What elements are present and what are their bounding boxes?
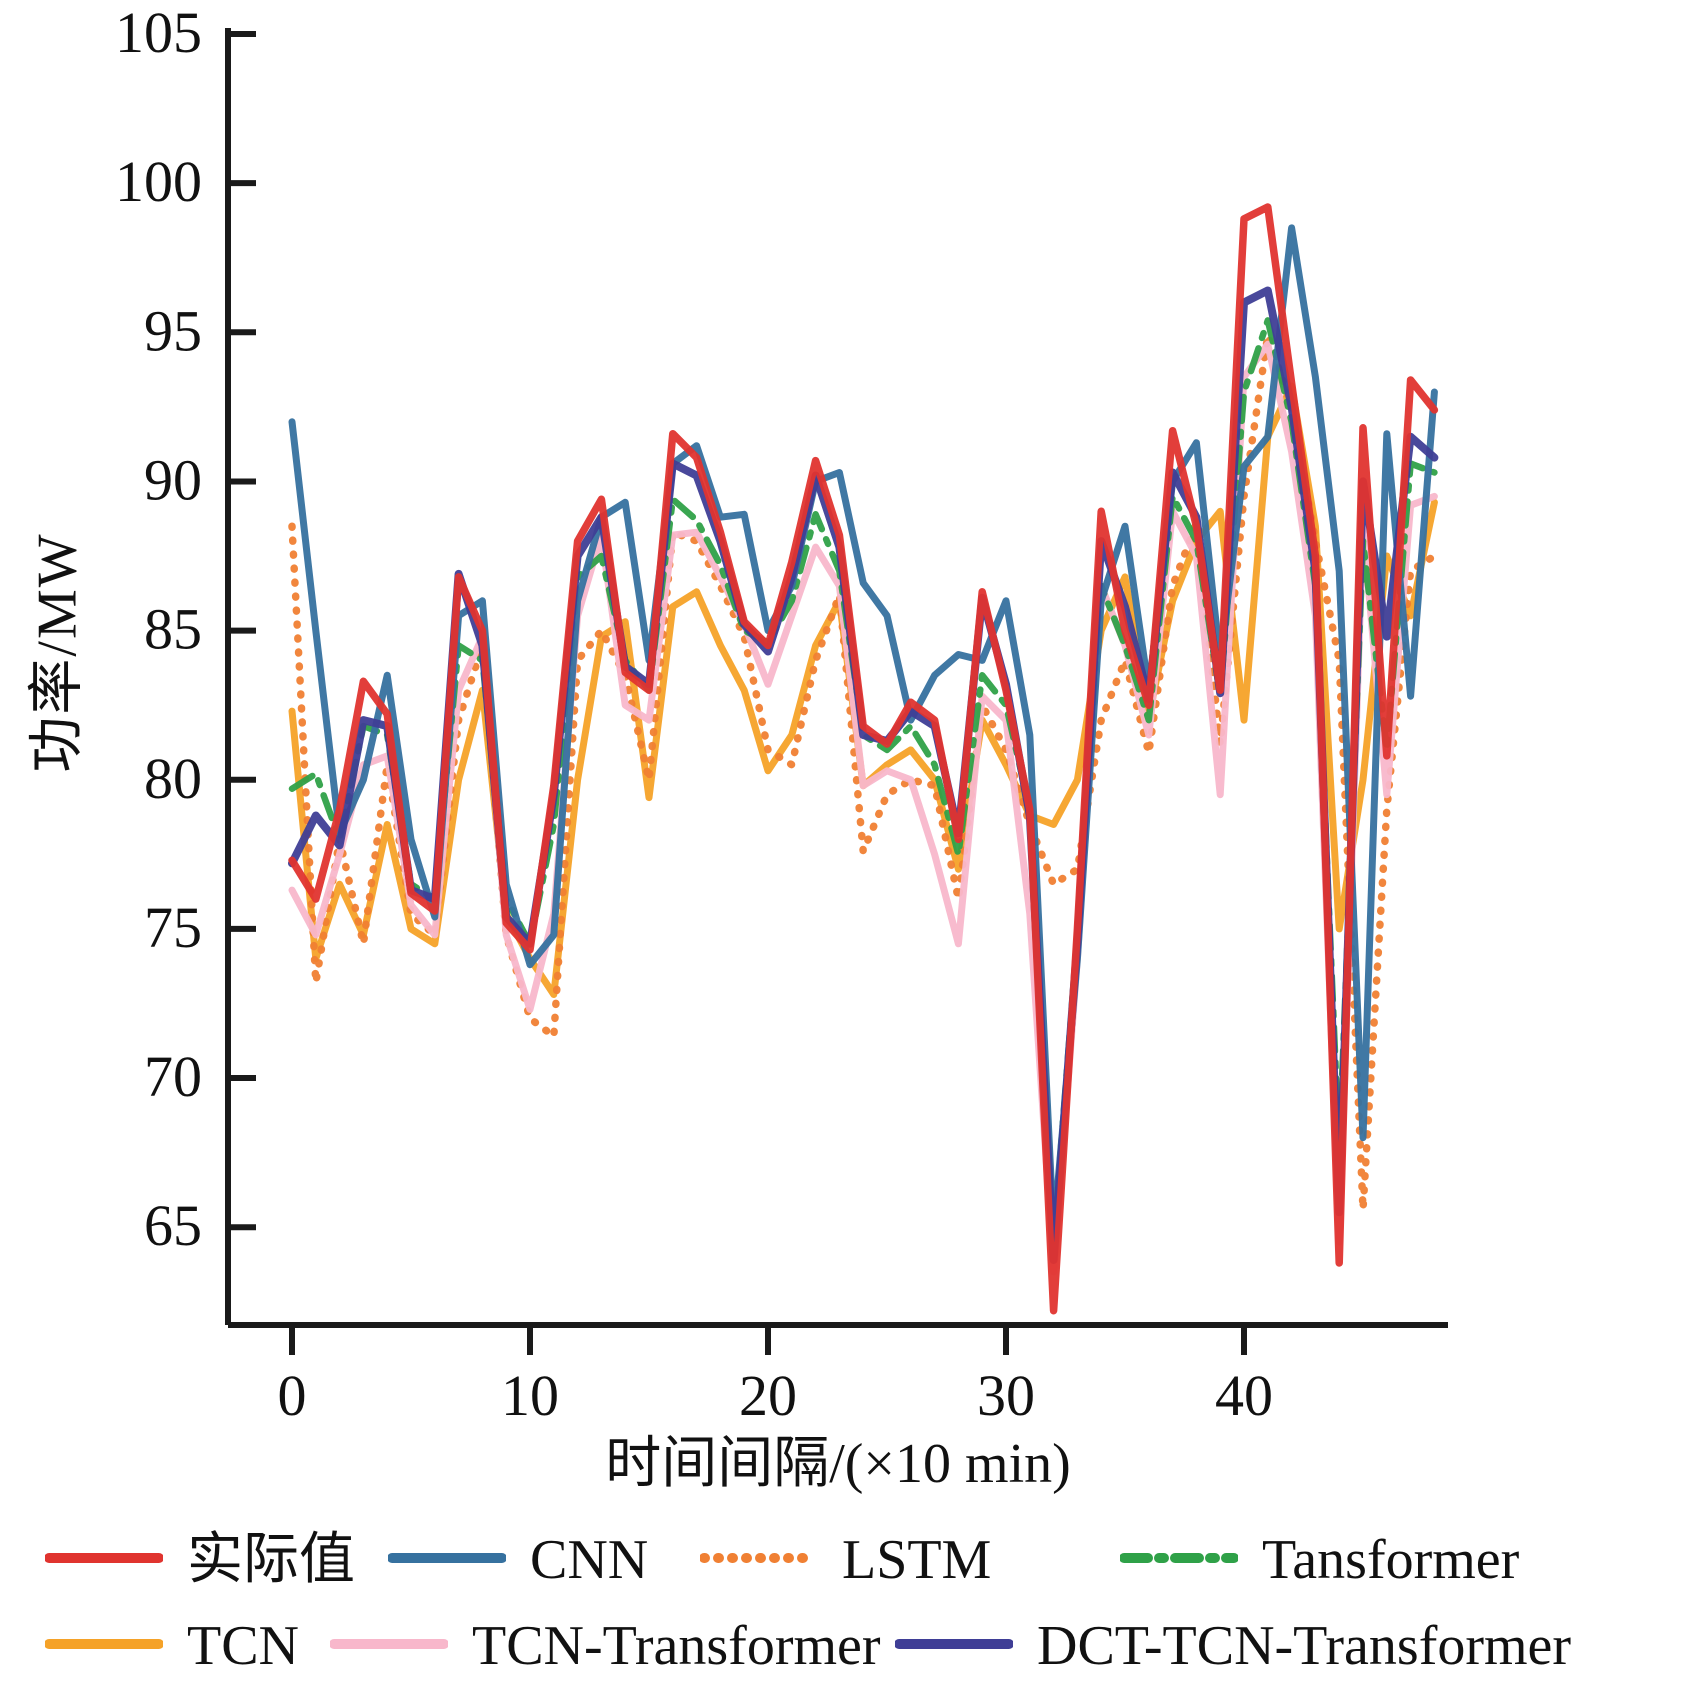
legend-swatch-line	[44, 1552, 164, 1563]
legend-label-tcn-transformer: TCN-Transformer	[472, 1615, 881, 1677]
legend-label-actual: 实际值	[187, 1529, 355, 1591]
legend-item-tcn: TCN	[44, 1615, 299, 1677]
legend-swatch-line	[387, 1552, 507, 1563]
legend-label-cnn: CNN	[530, 1529, 649, 1591]
legend-item-cnn: CNN	[387, 1529, 649, 1591]
y-tick-label-105: 105	[115, 0, 202, 65]
x-axis-title: 时间间隔/(×10 min)	[605, 1433, 1071, 1495]
y-tick-label-75: 75	[144, 895, 202, 960]
legend-item-dct-tcn-transformer: DCT-TCN-Transformer	[894, 1615, 1572, 1677]
legend-label-lstm: LSTM	[842, 1529, 992, 1591]
legend-swatch-cnn-icon	[387, 1549, 507, 1572]
y-tick-label-95: 95	[144, 298, 202, 363]
x-tick-label-40: 40	[1215, 1363, 1273, 1428]
legend-item-actual: 实际值	[44, 1529, 355, 1591]
legend-label-transformer: Tansformer	[1262, 1529, 1520, 1591]
series-line-tcn	[288, 382, 1438, 998]
series-line-cnn	[288, 224, 1438, 1237]
legend-swatch-line	[699, 1552, 819, 1563]
series-line-lstm	[288, 331, 1439, 1214]
legend-swatch-lstm-icon	[699, 1549, 819, 1572]
legend-swatch-tcn-icon	[44, 1635, 164, 1658]
x-tick-label-30: 30	[977, 1363, 1035, 1428]
legend-swatch-dct-tcn-transformer-icon	[894, 1635, 1014, 1658]
legend-swatch-line	[1119, 1552, 1239, 1563]
series-line--	[288, 203, 1439, 1315]
y-tick-label-80: 80	[144, 746, 202, 811]
legend-swatch-line	[44, 1638, 164, 1649]
legend-swatch-tcn-transformer-icon	[329, 1635, 449, 1658]
legend-swatch-line	[894, 1638, 1014, 1649]
legend-label-tcn: TCN	[187, 1615, 299, 1677]
x-tick-label-0: 0	[278, 1363, 307, 1428]
y-tick-label-65: 65	[144, 1193, 202, 1258]
y-tick-label-100: 100	[115, 149, 202, 214]
y-tick-label-70: 70	[144, 1044, 202, 1109]
legend-swatch-actual-icon	[44, 1549, 164, 1572]
y-tick-label-85: 85	[144, 597, 202, 662]
x-tick-label-20: 20	[739, 1363, 797, 1428]
y-tick-label-90: 90	[144, 447, 202, 512]
x-tick-label-10: 10	[501, 1363, 559, 1428]
legend-swatch-line	[329, 1638, 449, 1649]
legend-item-tcn-transformer: TCN-Transformer	[329, 1615, 881, 1677]
legend-item-lstm: LSTM	[699, 1529, 992, 1591]
y-axis-title: 功率/MW	[26, 532, 89, 773]
legend-label-dct-tcn-transformer: DCT-TCN-Transformer	[1037, 1615, 1572, 1677]
legend-swatch-transformer-icon	[1119, 1549, 1239, 1572]
legend-item-transformer: Tansformer	[1119, 1529, 1520, 1591]
